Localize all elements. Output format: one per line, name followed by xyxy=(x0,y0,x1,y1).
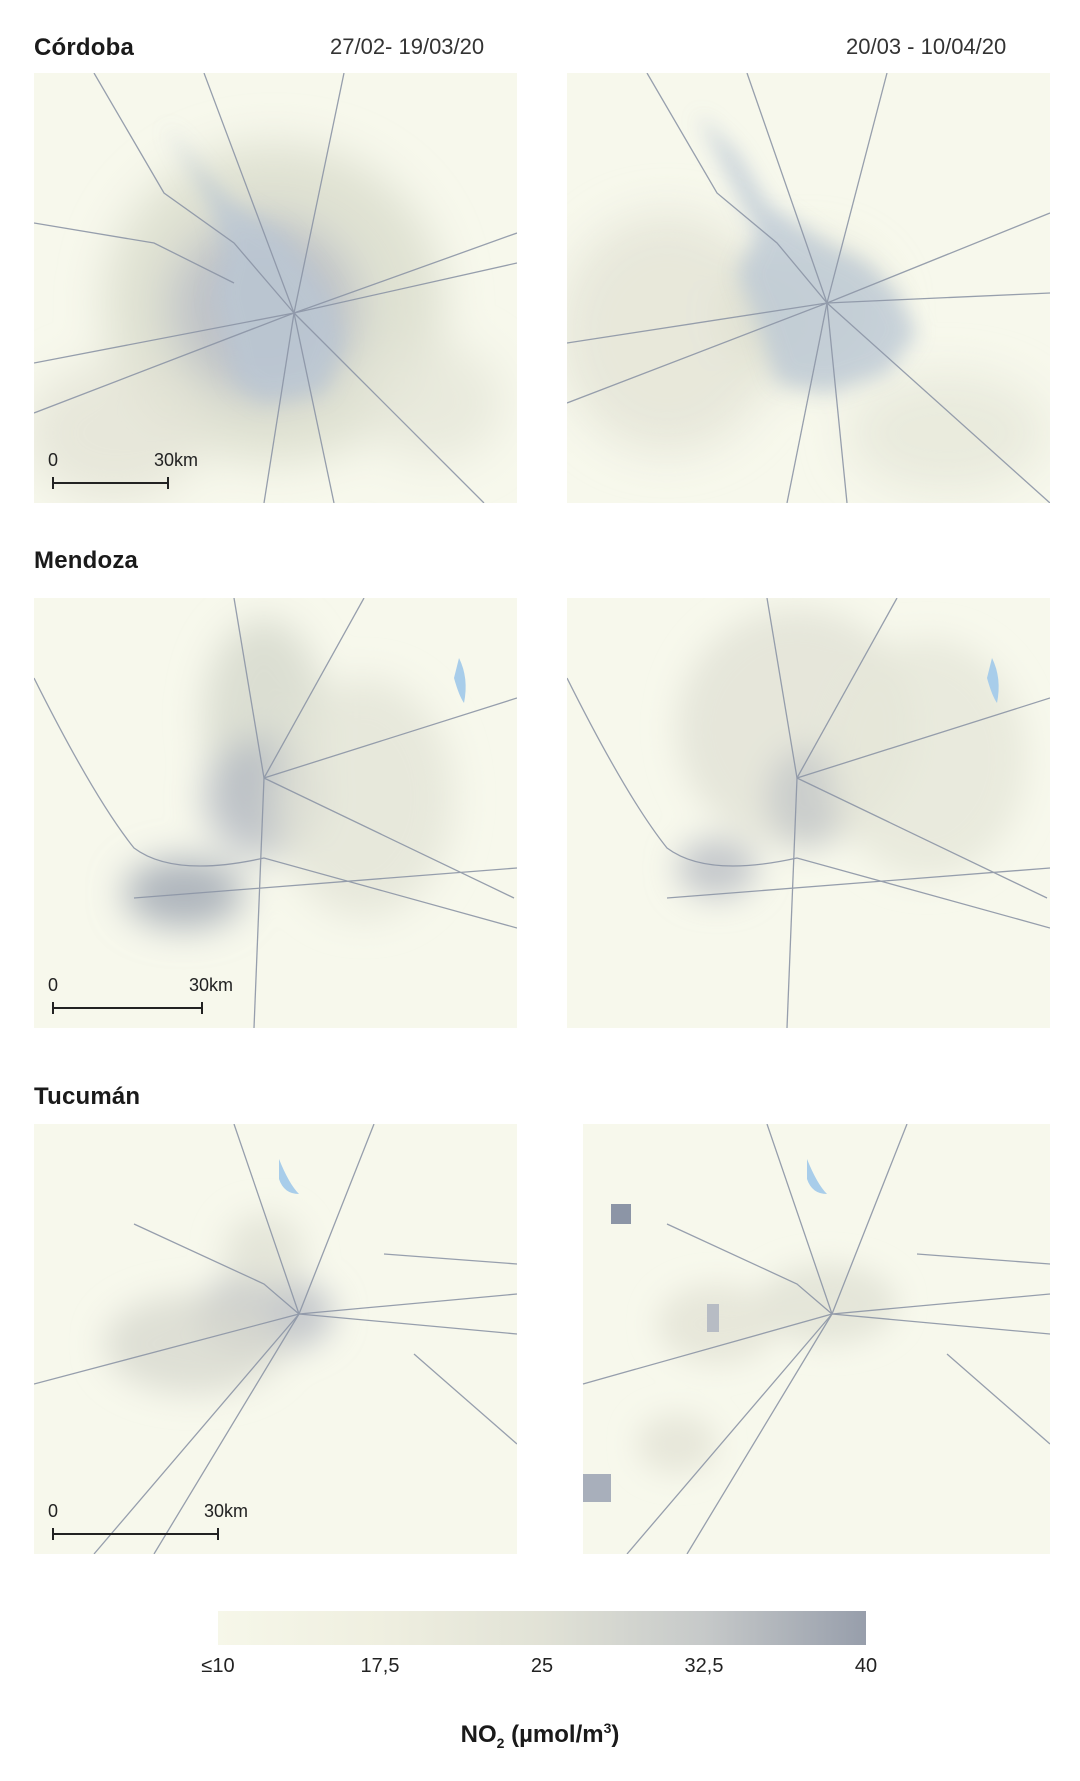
no2-heat xyxy=(124,618,454,928)
no-data-strip xyxy=(567,1124,583,1554)
roads xyxy=(34,1124,517,1554)
scalebar-distance-label: 30km xyxy=(189,975,234,995)
lake xyxy=(279,1159,299,1194)
roads xyxy=(567,73,1050,503)
legend-tick-label: 40 xyxy=(854,1655,878,1677)
city-title-tucuman: Tucumán xyxy=(34,1083,141,1110)
map-cordoba-before: 0 30km xyxy=(34,73,517,503)
scalebar-zero-label: 0 xyxy=(48,450,59,470)
no2-heat xyxy=(677,608,1027,898)
scalebar-zero-label: 0 xyxy=(48,1501,59,1521)
lake xyxy=(807,1159,827,1194)
lake xyxy=(454,658,466,703)
scalebar xyxy=(52,1528,219,1540)
lake xyxy=(987,658,999,703)
roads xyxy=(34,73,517,503)
scalebar-distance-label: 30km xyxy=(154,450,199,470)
city-title-mendoza: Mendoza xyxy=(34,547,139,574)
urban-area xyxy=(164,123,344,403)
city-title-cordoba: Córdoba xyxy=(34,34,135,61)
legend-tick-label: 25 xyxy=(530,1655,554,1677)
roads xyxy=(567,598,1050,1028)
roads xyxy=(34,598,517,1028)
map-tucuman-before: 0 30km xyxy=(34,1124,517,1554)
scalebar xyxy=(52,477,169,489)
period-after-label: 20/03 - 10/04/20 xyxy=(846,34,1007,59)
period-before-label: 27/02- 19/03/20 xyxy=(330,34,485,59)
scalebar-distance-label: 30km xyxy=(204,1501,249,1521)
map-mendoza-before: 0 30km xyxy=(34,598,517,1028)
map-cordoba-after xyxy=(567,73,1050,503)
scalebar xyxy=(52,1002,203,1014)
color-scale-bar xyxy=(218,1611,866,1645)
no2-heat xyxy=(104,1214,334,1394)
map-tucuman-after xyxy=(567,1124,1050,1554)
scalebar-zero-label: 0 xyxy=(48,975,59,995)
legend-tick-label: 32,5 xyxy=(684,1655,724,1677)
map-mendoza-after xyxy=(567,598,1050,1028)
no2-heat xyxy=(637,1264,897,1474)
legend-tick-label: ≤10 xyxy=(201,1655,235,1677)
urban-area xyxy=(697,113,917,393)
legend-tick-label: 17,5 xyxy=(360,1655,400,1677)
legend-unit-label: NO2 (µmol/m3) xyxy=(460,1720,620,1751)
roads xyxy=(582,1124,1050,1554)
